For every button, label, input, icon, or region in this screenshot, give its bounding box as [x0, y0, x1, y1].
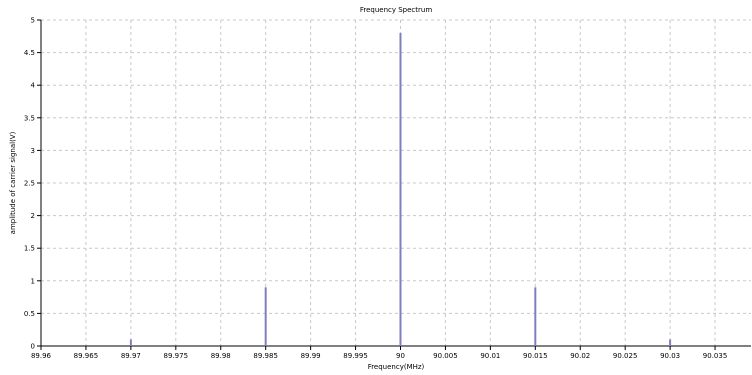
x-tick-label: 90.035 — [703, 352, 728, 360]
y-tick-label: 3 — [31, 147, 35, 155]
tick-labels: 89.96 89.965 89.97 89.975 89.98 89.985 89.99 89… — [24, 17, 727, 361]
x-axis-label: Frequency(MHz) — [368, 363, 425, 371]
y-tick-label: 5 — [31, 17, 35, 25]
axes — [37, 19, 751, 350]
x-tick-label: 89.97 — [121, 352, 141, 360]
x-tick-label: 89.965 — [74, 352, 99, 360]
y-tick-label: 3.5 — [24, 114, 35, 122]
x-tick-label: 89.99 — [301, 352, 321, 360]
y-tick-label: 0 — [31, 343, 35, 351]
y-tick-label: 4 — [31, 82, 36, 90]
x-tick-label: 90.015 — [523, 352, 548, 360]
y-tick-label: 4.5 — [24, 49, 35, 57]
x-tick-label: 90.01 — [480, 352, 500, 360]
x-tick-label: 89.96 — [31, 352, 52, 360]
y-tick-label: 2.5 — [24, 180, 35, 188]
x-tick-label: 89.975 — [164, 352, 189, 360]
x-tick-label: 90.02 — [570, 352, 590, 360]
x-tick-label: 89.995 — [343, 352, 368, 360]
x-tick-label: 90.025 — [613, 352, 638, 360]
x-tick-label: 89.985 — [253, 352, 278, 360]
y-tick-label: 0.5 — [24, 310, 35, 318]
x-tick-label: 89.98 — [211, 352, 231, 360]
x-tick-label: 90 — [396, 352, 405, 360]
y-axis-label: amplitude of carrier signal(V) — [9, 131, 17, 234]
y-tick-label: 1 — [31, 277, 35, 285]
x-tick-label: 90.03 — [660, 352, 680, 360]
x-tick-label: 90.005 — [433, 352, 458, 360]
y-tick-label: 1.5 — [24, 245, 35, 253]
y-tick-label: 2 — [31, 212, 35, 220]
spectrum-bars — [129, 33, 672, 346]
grid-lines — [41, 19, 751, 346]
chart-title: Frequency Spectrum — [360, 6, 432, 14]
